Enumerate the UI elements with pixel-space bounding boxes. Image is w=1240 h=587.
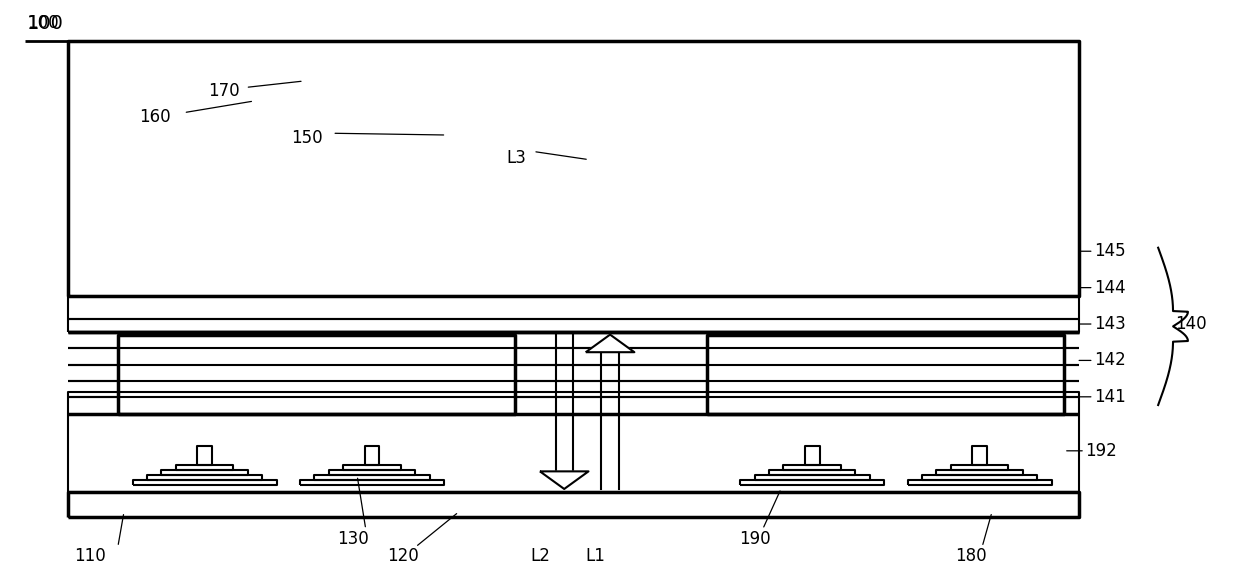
Polygon shape xyxy=(176,465,233,470)
Text: L1: L1 xyxy=(585,548,605,565)
Polygon shape xyxy=(923,475,1037,480)
Text: 190: 190 xyxy=(739,530,771,548)
Polygon shape xyxy=(329,470,415,475)
Text: 144: 144 xyxy=(1094,279,1126,296)
Text: 143: 143 xyxy=(1094,315,1126,333)
Polygon shape xyxy=(769,470,856,475)
Text: L3: L3 xyxy=(506,150,526,167)
Polygon shape xyxy=(68,492,1079,517)
Polygon shape xyxy=(68,392,1079,492)
Text: 142: 142 xyxy=(1094,352,1126,369)
Text: 192: 192 xyxy=(1085,442,1117,460)
Polygon shape xyxy=(972,446,987,465)
Polygon shape xyxy=(133,480,277,485)
Text: 100: 100 xyxy=(27,15,60,32)
Polygon shape xyxy=(951,465,1008,470)
Polygon shape xyxy=(707,335,1064,414)
Polygon shape xyxy=(315,475,429,480)
Text: 145: 145 xyxy=(1094,242,1126,260)
Polygon shape xyxy=(908,480,1052,485)
Text: 160: 160 xyxy=(139,109,171,126)
Text: 140: 140 xyxy=(1176,315,1208,333)
Polygon shape xyxy=(343,465,401,470)
Polygon shape xyxy=(148,475,262,480)
Polygon shape xyxy=(936,470,1023,475)
Text: 120: 120 xyxy=(387,548,419,565)
Polygon shape xyxy=(365,446,379,465)
Polygon shape xyxy=(585,335,635,352)
Polygon shape xyxy=(300,480,444,485)
Text: 100: 100 xyxy=(27,14,64,33)
Polygon shape xyxy=(539,471,589,489)
Text: 150: 150 xyxy=(291,129,324,147)
Polygon shape xyxy=(805,446,820,465)
Polygon shape xyxy=(68,296,1079,319)
Text: 130: 130 xyxy=(337,530,370,548)
Polygon shape xyxy=(197,446,212,465)
Text: 170: 170 xyxy=(208,82,241,100)
Text: 180: 180 xyxy=(955,548,987,565)
Polygon shape xyxy=(161,470,248,475)
Polygon shape xyxy=(68,41,1079,296)
Text: 110: 110 xyxy=(74,548,107,565)
Text: L2: L2 xyxy=(531,548,551,565)
Polygon shape xyxy=(68,319,1079,332)
Polygon shape xyxy=(740,480,884,485)
Polygon shape xyxy=(118,335,515,414)
Polygon shape xyxy=(755,475,869,480)
Polygon shape xyxy=(784,465,841,470)
Text: 141: 141 xyxy=(1094,388,1126,406)
